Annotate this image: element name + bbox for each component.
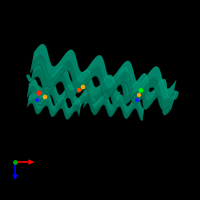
Point [35,98,39,102]
Point [139,89,143,92]
Point [13,160,17,164]
Polygon shape [30,69,119,108]
Point [81,85,85,89]
Polygon shape [30,61,120,108]
Polygon shape [27,92,81,119]
Polygon shape [83,97,143,120]
Polygon shape [83,91,144,120]
Point [37,91,41,95]
Polygon shape [27,98,80,119]
Point [135,98,139,102]
Polygon shape [27,79,101,114]
Polygon shape [114,76,174,115]
Point [77,88,81,92]
Point [137,93,141,97]
Polygon shape [114,68,176,115]
Point [43,95,47,99]
Polygon shape [30,55,174,110]
Polygon shape [27,86,100,114]
Polygon shape [30,44,176,110]
